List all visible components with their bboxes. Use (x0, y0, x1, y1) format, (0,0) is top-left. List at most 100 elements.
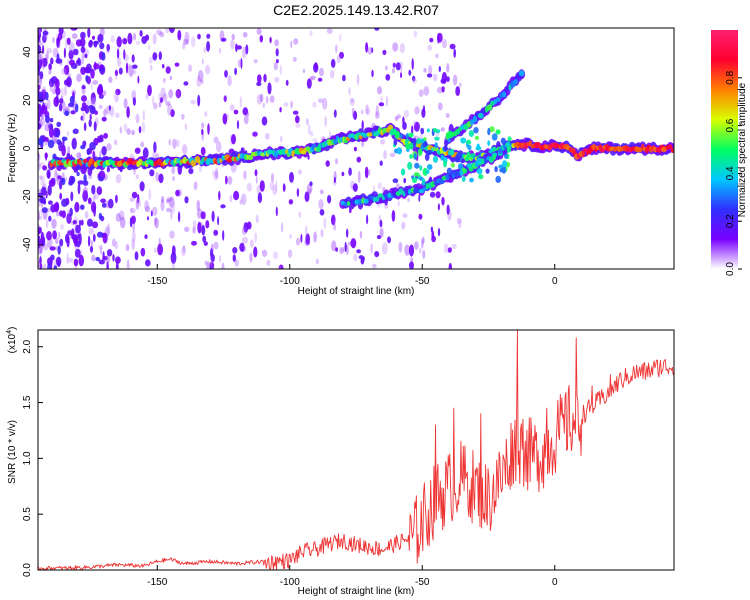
noise-speckle (206, 41, 211, 52)
noise-speckle (101, 202, 107, 208)
noise-speckle (144, 205, 151, 213)
noise-speckle (304, 225, 308, 237)
noise-speckle (366, 214, 369, 225)
noise-speckle (41, 186, 47, 196)
noise-speckle (264, 132, 270, 140)
noise-speckle (458, 219, 462, 229)
noise-speckle (306, 183, 313, 194)
noise-speckle (239, 199, 243, 205)
noise-speckle (253, 246, 258, 258)
cluster-point (394, 148, 398, 154)
noise-speckle (118, 67, 123, 75)
noise-speckle (323, 217, 327, 230)
spectrogram-x-label: Height of straight line (km) (298, 286, 415, 297)
noise-speckle (312, 138, 318, 143)
noise-speckle (63, 79, 70, 86)
noise-speckle (95, 256, 100, 262)
noise-speckle (379, 219, 383, 228)
snr-series-line (38, 330, 674, 570)
noise-speckle (148, 56, 153, 64)
noise-speckle (292, 56, 297, 62)
noise-speckle (45, 115, 50, 124)
noise-speckle (45, 137, 49, 143)
noise-speckle (350, 238, 357, 249)
noise-speckle (222, 230, 225, 241)
noise-speckle (407, 197, 410, 203)
noise-speckle (437, 33, 440, 44)
cluster-point (504, 154, 509, 160)
noise-speckle (423, 86, 430, 96)
noise-speckle (196, 199, 201, 212)
noise-speckle (52, 230, 57, 240)
noise-speckle (51, 218, 57, 229)
noise-speckle (80, 31, 86, 40)
noise-speckle (90, 101, 93, 107)
noise-speckle (38, 192, 43, 198)
cluster-point (498, 148, 503, 154)
noise-speckle (72, 220, 77, 225)
noise-speckle (413, 121, 420, 132)
noise-speckle (106, 249, 113, 257)
noise-speckle (413, 120, 416, 126)
noise-speckle (47, 98, 51, 110)
noise-speckle (412, 75, 416, 82)
noise-speckle (215, 141, 222, 153)
noise-speckle (374, 28, 380, 31)
noise-speckle (116, 57, 122, 67)
noise-speckle (271, 173, 274, 183)
ridge-point (376, 195, 380, 202)
noise-speckle (40, 114, 44, 120)
noise-speckle (163, 78, 166, 83)
noise-speckle (170, 251, 177, 264)
cluster-point (409, 154, 413, 159)
noise-speckle (255, 214, 259, 224)
noise-speckle (256, 94, 263, 105)
noise-speckle (56, 177, 61, 186)
noise-speckle (365, 108, 371, 116)
noise-speckle (48, 63, 52, 71)
noise-speckle (158, 237, 161, 250)
noise-speckle (99, 150, 102, 157)
noise-speckle (169, 75, 172, 81)
cluster-point (450, 162, 455, 168)
noise-speckle (204, 111, 208, 117)
noise-speckle (99, 42, 105, 50)
noise-speckle (184, 226, 190, 232)
noise-speckle (91, 221, 99, 229)
noise-speckle (61, 210, 66, 219)
noise-speckle (202, 211, 207, 220)
noise-speckle (75, 103, 79, 113)
noise-speckle (42, 165, 48, 171)
noise-speckle (175, 189, 180, 197)
noise-speckle (61, 177, 66, 186)
noise-speckle (52, 37, 55, 44)
noise-speckle (165, 207, 172, 213)
noise-speckle (221, 37, 227, 42)
noise-speckle (184, 31, 190, 44)
noise-speckle (379, 160, 383, 166)
noise-speckle (362, 256, 365, 262)
noise-speckle (190, 36, 196, 48)
noise-speckle (200, 211, 206, 220)
noise-speckle (105, 254, 111, 264)
noise-speckle (322, 97, 328, 110)
noise-speckle (48, 123, 54, 130)
noise-speckle (41, 236, 46, 247)
noise-speckle (125, 62, 129, 74)
noise-speckle (149, 169, 155, 177)
noise-speckle (62, 101, 66, 111)
noise-speckle (353, 254, 358, 262)
spectrogram-x-tick-label: -100 (280, 276, 300, 287)
noise-speckle (60, 87, 64, 99)
ridge-point (670, 147, 674, 153)
cluster-point (392, 129, 397, 135)
noise-speckle (222, 113, 228, 125)
cluster-point (450, 157, 456, 163)
snr-y-tick-label: 1.0 (22, 451, 33, 465)
noise-speckle (435, 191, 441, 199)
noise-speckle (314, 62, 318, 70)
noise-speckle (64, 110, 70, 117)
noise-speckle (378, 102, 385, 107)
noise-speckle (52, 88, 56, 95)
noise-speckle (352, 183, 358, 192)
